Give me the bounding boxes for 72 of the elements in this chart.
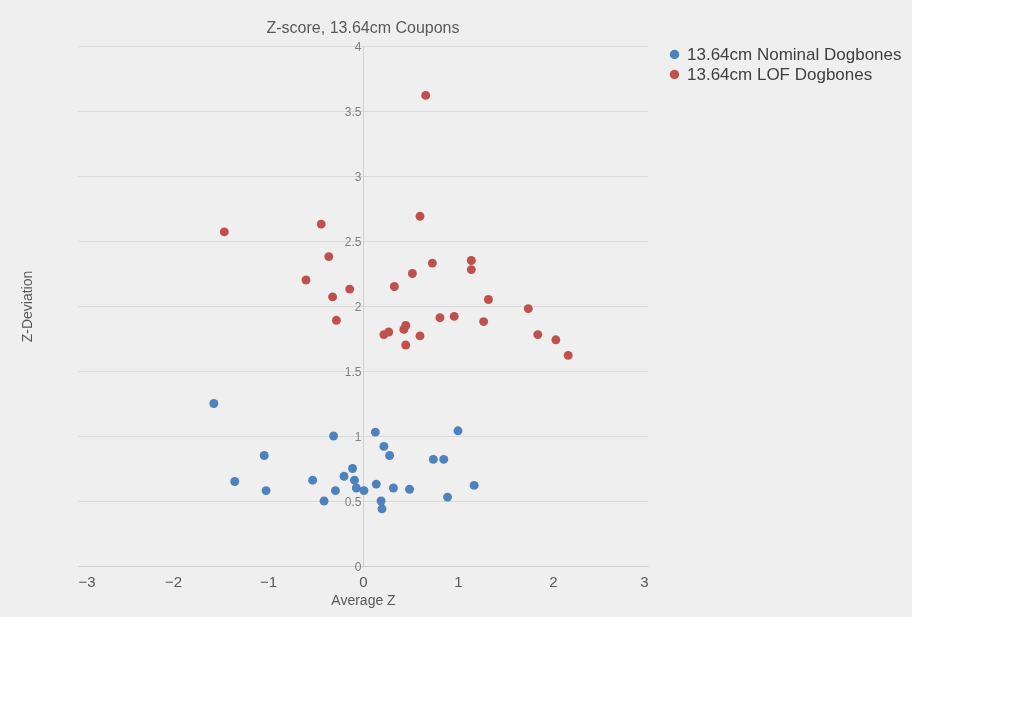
point <box>351 483 361 493</box>
point <box>301 275 311 285</box>
point <box>415 331 425 341</box>
point <box>370 427 380 437</box>
x-tick-label: −2 <box>164 572 183 590</box>
point <box>443 492 453 502</box>
point <box>563 350 573 360</box>
point <box>349 475 359 485</box>
point <box>401 340 411 350</box>
point <box>523 304 533 314</box>
point <box>377 504 387 514</box>
y-axis-title: Z-Deviation <box>18 270 35 343</box>
point <box>435 313 445 323</box>
point <box>407 269 417 278</box>
point <box>359 486 369 496</box>
point <box>331 315 341 325</box>
x-tick-label: 3 <box>640 572 649 590</box>
x-tick-label: −1 <box>259 572 278 590</box>
legend-label: 13.64cm LOF Dogbones <box>687 64 873 84</box>
point <box>399 324 409 334</box>
x-tick-label: 2 <box>549 572 558 590</box>
point <box>483 295 493 304</box>
point <box>324 252 334 262</box>
y-tick-label: 4 <box>354 39 362 54</box>
y-tick-label: 2.5 <box>344 234 362 249</box>
point <box>421 90 431 100</box>
point <box>384 327 394 337</box>
y-tick-label: 1 <box>354 429 362 444</box>
point <box>328 292 338 302</box>
point <box>469 480 479 490</box>
point <box>261 486 271 496</box>
point <box>439 454 449 464</box>
point <box>427 258 437 268</box>
y-tick-label: 3 <box>354 169 362 184</box>
y-tick-label: 1.5 <box>344 364 362 379</box>
y-tick-label: 2 <box>354 299 362 314</box>
point <box>219 227 229 237</box>
y-tick-label: 0.5 <box>344 494 362 509</box>
point <box>339 471 349 481</box>
point <box>479 317 489 327</box>
point <box>405 484 415 494</box>
chart-title: Z-score, 13.64cm Coupons <box>266 19 460 36</box>
x-axis-title: Average Z <box>331 591 397 608</box>
point <box>316 219 326 229</box>
point <box>345 284 355 294</box>
x-tick-label: 1 <box>454 572 463 590</box>
point <box>379 441 389 451</box>
point <box>533 330 543 340</box>
point <box>449 311 459 321</box>
point <box>428 454 438 464</box>
point <box>415 211 425 221</box>
point <box>551 335 561 345</box>
y-tick-label: 3.5 <box>344 104 362 119</box>
y-tick-label: 0 <box>354 559 362 574</box>
point <box>385 451 395 460</box>
point <box>330 486 340 496</box>
point <box>466 256 476 265</box>
point <box>259 451 269 460</box>
point <box>453 426 463 436</box>
point <box>230 477 240 486</box>
point <box>466 265 476 275</box>
point <box>389 282 399 291</box>
point <box>376 496 386 506</box>
point <box>209 399 219 408</box>
point <box>329 431 339 441</box>
point <box>388 483 398 493</box>
point <box>308 475 318 485</box>
point <box>371 479 381 489</box>
point <box>319 496 329 506</box>
x-tick-label: −3 <box>78 572 96 590</box>
legend-label: 13.64cm Nominal Dogbones <box>687 44 902 64</box>
point <box>348 464 358 473</box>
